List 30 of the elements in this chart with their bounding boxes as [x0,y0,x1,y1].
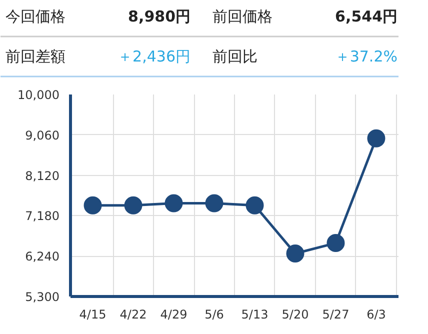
text: 前回価格 [212,8,272,26]
x-tick-label: 4/22 [120,308,147,322]
y-tick-label: 7,180 [25,209,60,224]
x-tick-label: 5/27 [322,308,350,322]
point [246,196,264,214]
point [84,196,102,214]
text: 8,980円 [128,8,191,26]
x-tick-label: 5/6 [204,308,224,322]
text: 前回差額 [6,48,66,66]
point [286,244,304,263]
x-tick-label: 5/20 [282,308,309,322]
point [205,194,224,212]
y-tick-label: 8,120 [25,168,60,183]
x-tick-label: 5/13 [241,308,268,322]
x-tick-label: 4/15 [79,308,106,322]
y-tick-label: 5,300 [25,290,60,304]
point [326,234,345,252]
point [124,196,142,214]
y-tick-label: 6,240 [25,250,60,264]
point [164,194,183,212]
text: 今回価格 [6,8,66,26]
x-tick-label: 6/3 [366,308,386,322]
y-tick-label: 9,060 [25,128,60,142]
y-tick-label: 10,000 [18,88,60,102]
x-tick-label: 4/29 [160,308,188,322]
text: ＋2,436円 [118,48,191,66]
point [367,129,386,148]
text: 6,544円 [335,8,398,26]
text: ＋37.2% [334,48,398,66]
text: 前回比 [212,48,258,66]
